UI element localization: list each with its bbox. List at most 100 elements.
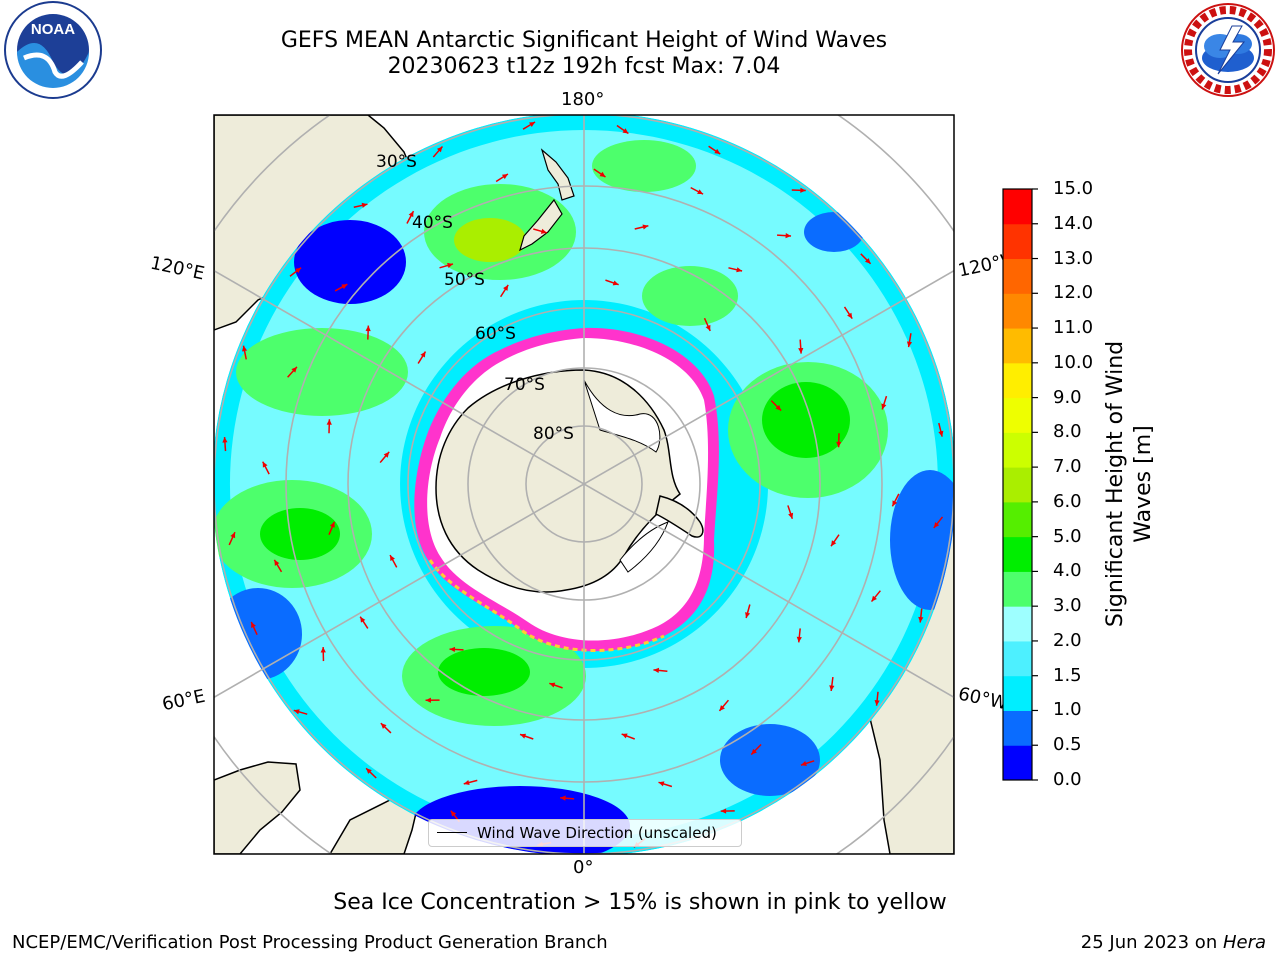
colorbar-swatch [1003, 640, 1032, 677]
wind-arrow [653, 667, 668, 673]
colorbar-tick-label: 13.0 [1053, 247, 1094, 269]
legend-label: Wind Wave Direction (unscaled) [477, 824, 717, 842]
wind-arrow [621, 733, 635, 740]
wind-arrow [870, 590, 881, 603]
colorbar-tick-label: 6.0 [1053, 490, 1082, 512]
colorbar-tick-label: 15.0 [1053, 178, 1094, 199]
wind-arrow [843, 306, 853, 320]
wind-arrow [708, 145, 721, 155]
colorbar-swatch [1003, 293, 1032, 329]
weddell-ice-shelf [619, 521, 669, 573]
footer-credit: NCEP/EMC/Verification Post Processing Pr… [12, 932, 608, 953]
colorbar-swatch [1003, 328, 1032, 364]
africa-land [214, 761, 301, 854]
wind-arrow [425, 697, 440, 703]
sea-ice-note: Sea Ice Concentration > 15% is shown in … [333, 890, 947, 915]
calm-zone-4 [720, 724, 820, 796]
colorbar-tick-label: 4.0 [1053, 560, 1082, 582]
wind-arrow [829, 676, 835, 692]
colorbar-swatch [1003, 189, 1032, 225]
colorbar-swatch [1003, 258, 1032, 294]
wind-arrow [728, 267, 743, 273]
wind-arrow [463, 779, 478, 786]
wind-arrow [359, 616, 369, 629]
wind-arrow [891, 493, 900, 507]
wind-arrow [379, 451, 390, 464]
wind-arrow [720, 808, 735, 814]
wind-arrow [406, 210, 415, 224]
wind-arrow [499, 284, 509, 298]
wind-arrow [389, 554, 398, 568]
sea-ice-yellow-fringe [428, 559, 665, 653]
lat-label-60s: 60°S [475, 324, 516, 344]
wind-arrow [750, 744, 762, 756]
new-zealand-south [519, 198, 563, 252]
wind-arrow [250, 621, 258, 636]
colorbar-tick-label: 12.0 [1053, 282, 1094, 304]
footer-host: Hera [1222, 932, 1266, 953]
colorbar-swatch [1003, 745, 1032, 781]
wave-zone-6-core [260, 508, 340, 560]
colorbar-tick-label: 9.0 [1053, 386, 1082, 408]
legend-line-sample [437, 832, 467, 833]
wind-arrow [353, 202, 368, 208]
wind-arrow [241, 345, 248, 360]
lat-label-50s: 50°S [444, 270, 485, 290]
wind-arrow [836, 433, 842, 448]
colorbar-swatch [1003, 606, 1032, 642]
colorbar-tick-label: 0.0 [1053, 769, 1082, 790]
wind-arrow [320, 647, 326, 662]
wind-arrow [933, 516, 944, 529]
colorbar-frame [1002, 188, 1033, 781]
colorbar-swatch [1003, 223, 1032, 260]
wind-arrow [616, 124, 629, 135]
wind-arrow [770, 400, 782, 412]
wind-arrow [293, 709, 308, 715]
graticule [214, 115, 954, 854]
colorbar-swatch [1003, 432, 1032, 468]
wind-arrow [365, 767, 377, 779]
footer-date: 25 Jun 2023 on Hera [1081, 932, 1266, 953]
chart-subtitle: 20230623 t12z 192h fcst Max: 7.04 [387, 54, 781, 79]
colorbar-swatch [1003, 467, 1032, 503]
lat-label-70s: 70°S [504, 375, 545, 395]
wind-arrow [417, 351, 427, 364]
ross-ice-shelf [583, 379, 661, 453]
wave-zone-3 [642, 266, 738, 326]
colorbar-label: Significant Height of Wind Waves [m] [1103, 340, 1156, 628]
wind-arrow [787, 505, 794, 519]
colorbar-tick-label: 1.5 [1053, 664, 1082, 686]
colorbar-swatch [1003, 397, 1032, 433]
wind-arrow [380, 722, 392, 734]
colorbar-tick-label: 7.0 [1053, 456, 1082, 478]
colorbar-tick-label: 3.0 [1053, 595, 1082, 617]
noaa-logo: NOAA [4, 1, 102, 99]
svg-text:NOAA: NOAA [31, 21, 75, 38]
wind-arrow [745, 604, 751, 619]
wave-zone-2 [592, 140, 696, 192]
colorbar-tick-label: 5.0 [1053, 525, 1082, 547]
wind-arrow [549, 682, 563, 689]
colorbar-tick-label: 8.0 [1053, 421, 1082, 443]
map-legend: Wind Wave Direction (unscaled) [428, 819, 742, 847]
lat-label-30s: 30°S [376, 152, 417, 172]
wind-arrow [519, 733, 534, 740]
calm-zone-1 [294, 220, 406, 304]
wind-arrow [690, 186, 704, 195]
wind-arrow [593, 168, 606, 178]
wind-arrow [365, 325, 371, 340]
wave-zone-7-core [438, 648, 530, 696]
wind-arrow [560, 795, 575, 801]
wind-arrow [287, 366, 298, 378]
wind-arrow [918, 608, 924, 623]
lat-label-40s: 40°S [412, 213, 453, 233]
colorbar-tick-label: 14.0 [1053, 212, 1094, 234]
wind-arrow [800, 760, 815, 766]
wind-arrow [605, 279, 619, 286]
wind-arrow [449, 646, 464, 653]
wind-arrow [881, 395, 888, 410]
wind-arrow [860, 253, 872, 265]
wind-arrow [439, 262, 454, 269]
wind-arrow [533, 228, 547, 234]
